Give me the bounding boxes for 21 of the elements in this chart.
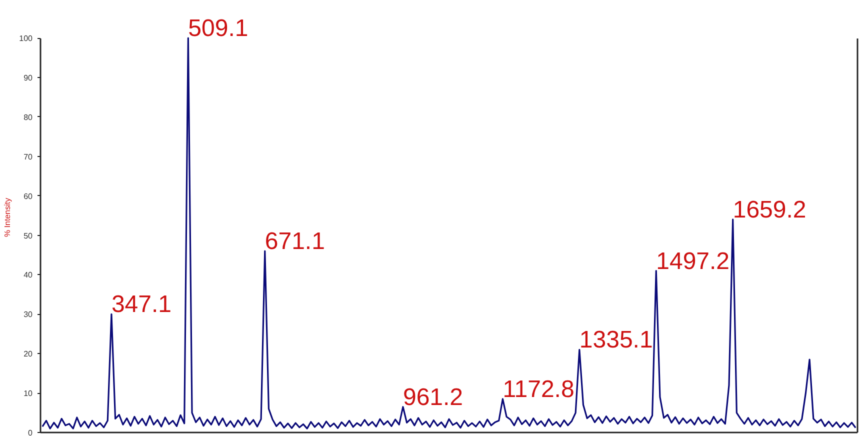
y-tick-label: 10 — [24, 389, 34, 398]
y-tick-label: 20 — [24, 350, 34, 359]
y-tick-label: 60 — [24, 192, 34, 201]
y-axis-title: % Intensity — [3, 198, 12, 238]
annotation: 671.1 — [264, 228, 325, 256]
y-tick-label: 90 — [24, 73, 34, 82]
annotation: 1497.2 — [656, 248, 730, 275]
annotation: 1659.2 — [732, 196, 806, 224]
annotation: 1335.1 — [579, 326, 653, 354]
annotation: 347.1 — [111, 291, 172, 318]
y-tick-label: 40 — [24, 270, 34, 280]
y-tick-label: 0 — [28, 428, 34, 436]
line-series — [42, 37, 856, 430]
annotation: 961.2 — [402, 384, 464, 411]
y-tick-label: 50 — [24, 231, 34, 240]
y-tick-label: 70 — [24, 152, 34, 162]
y-tick-label: 30 — [24, 310, 34, 320]
y-tick-label: 100 — [19, 34, 34, 44]
y-tick-label: 80 — [24, 112, 34, 122]
annotation: 509.1 — [188, 15, 248, 42]
annotation: 1172.8 — [502, 376, 574, 403]
